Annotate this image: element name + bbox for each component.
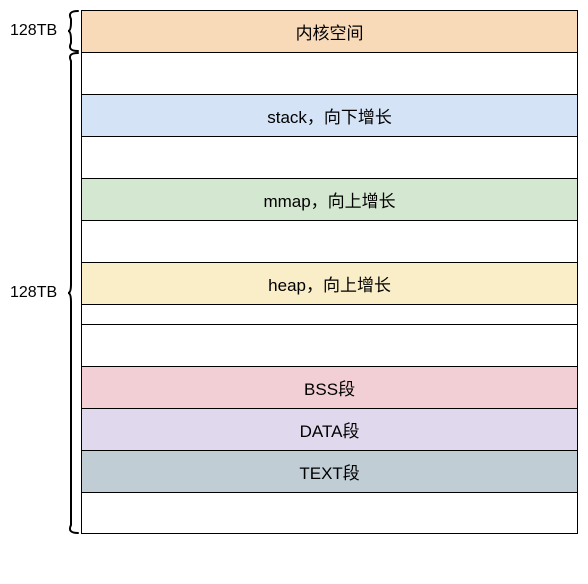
- segment-mmap: mmap，向上增长: [81, 178, 578, 220]
- segment-stack: stack，向下增长: [81, 94, 578, 136]
- kernel-space-label-group: 128TB: [10, 10, 79, 52]
- segment-label: BSS段: [304, 375, 355, 400]
- segment-data: DATA段: [81, 408, 578, 450]
- user-space-label-group: 128TB: [10, 52, 79, 534]
- segment-gap5: [81, 324, 578, 366]
- segment-bss: BSS段: [81, 366, 578, 408]
- segment-text: TEXT段: [81, 450, 578, 492]
- segment-label: DATA段: [300, 417, 360, 442]
- segment-kernel: 内核空间: [81, 10, 578, 52]
- user-size-label: 128TB: [10, 284, 57, 302]
- segment-label: TEXT段: [299, 459, 359, 484]
- memory-stack: 内核空间 stack，向下增长 mmap，向上增长 heap，向上增长 BSS段 DATA…: [81, 10, 578, 534]
- segment-gap6: [81, 492, 578, 534]
- segment-gap1: [81, 52, 578, 94]
- segment-label: stack，向下增长: [267, 103, 392, 128]
- segment-gap3: [81, 220, 578, 262]
- segment-gap4: [81, 304, 578, 324]
- memory-layout-diagram: 128TB 128TB 内核空间 stack，向下增长 mmap，向上增长 heap，向…: [10, 10, 578, 534]
- kernel-size-label: 128TB: [10, 22, 57, 40]
- segment-label: mmap，向上增长: [263, 187, 395, 212]
- segment-label: 内核空间: [296, 19, 364, 44]
- segment-heap: heap，向上增长: [81, 262, 578, 304]
- segment-gap2: [81, 136, 578, 178]
- segment-label: heap，向上增长: [268, 271, 391, 296]
